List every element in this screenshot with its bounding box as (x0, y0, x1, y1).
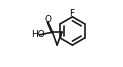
Text: F: F (69, 9, 74, 18)
Text: HO: HO (31, 30, 45, 39)
Text: O: O (45, 15, 52, 24)
